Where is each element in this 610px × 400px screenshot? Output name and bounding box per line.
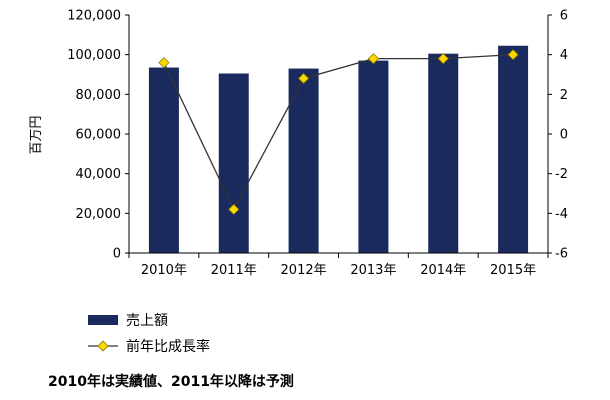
x-tick-label-5: 2015年 — [490, 263, 536, 278]
x-tick-label-0: 2010年 — [141, 263, 187, 278]
bar-sales-0 — [148, 67, 179, 253]
y-tick-label-right-1: -4 — [555, 207, 568, 222]
y-tick-label-left-6: 120,000 — [67, 9, 121, 24]
y-tick-label-left-5: 100,000 — [67, 48, 121, 63]
y-tick-label-right-3: 0 — [560, 128, 568, 143]
point-growth-1 — [228, 203, 240, 215]
y-tick-label-right-5: 4 — [560, 48, 568, 63]
y-tick-label-left-3: 60,000 — [76, 128, 122, 143]
legend-swatch-sales — [88, 315, 118, 325]
legend-item-growth: 前年比成長率 — [88, 336, 210, 356]
point-growth-0 — [158, 57, 170, 69]
y-tick-label-right-0: -6 — [555, 247, 568, 262]
legend-item-sales: 売上額 — [88, 310, 168, 330]
y-tick-label-left-4: 80,000 — [76, 88, 122, 103]
y-tick-label-left-0: 0 — [113, 247, 121, 262]
legend-swatch-growth — [88, 340, 118, 352]
y-tick-label-right-4: 2 — [560, 88, 568, 103]
line-growth — [163, 54, 514, 211]
x-tick-label-4: 2014年 — [420, 263, 466, 278]
y-tick-label-left-1: 20,000 — [76, 207, 122, 222]
x-tick-label-2: 2012年 — [281, 263, 327, 278]
bar-sales-4 — [428, 53, 459, 253]
y-axis-label: 百万円 — [29, 115, 44, 154]
legend-label-growth: 前年比成長率 — [126, 339, 210, 355]
point-growth-2 — [298, 72, 310, 85]
y-tick-label-left-2: 40,000 — [76, 167, 122, 182]
bar-sales-2 — [288, 68, 319, 253]
legend-label-sales: 売上額 — [126, 313, 168, 329]
point-growth-4 — [437, 53, 449, 65]
chart: 百万円 0 20,000 40,000 60,000 80,000 100,000 120,… — [29, 9, 568, 279]
plot-area: 0 20,000 40,000 60,000 80,000 100,000 120,000 -… — [67, 9, 568, 279]
x-tick-label-3: 2013年 — [350, 263, 396, 278]
point-growth-3 — [367, 53, 379, 65]
bar-sales-5 — [498, 45, 529, 253]
x-tick-label-1: 2011年 — [211, 263, 257, 278]
point-growth-5 — [507, 49, 519, 61]
y-tick-label-right-2: -2 — [555, 167, 568, 182]
y-tick-label-right-6: 6 — [560, 9, 568, 24]
bar-sales-3 — [358, 60, 389, 253]
footnote: 2010年は実績値、2011年以降は予測 — [48, 374, 294, 390]
bar-sales-1 — [218, 73, 249, 253]
